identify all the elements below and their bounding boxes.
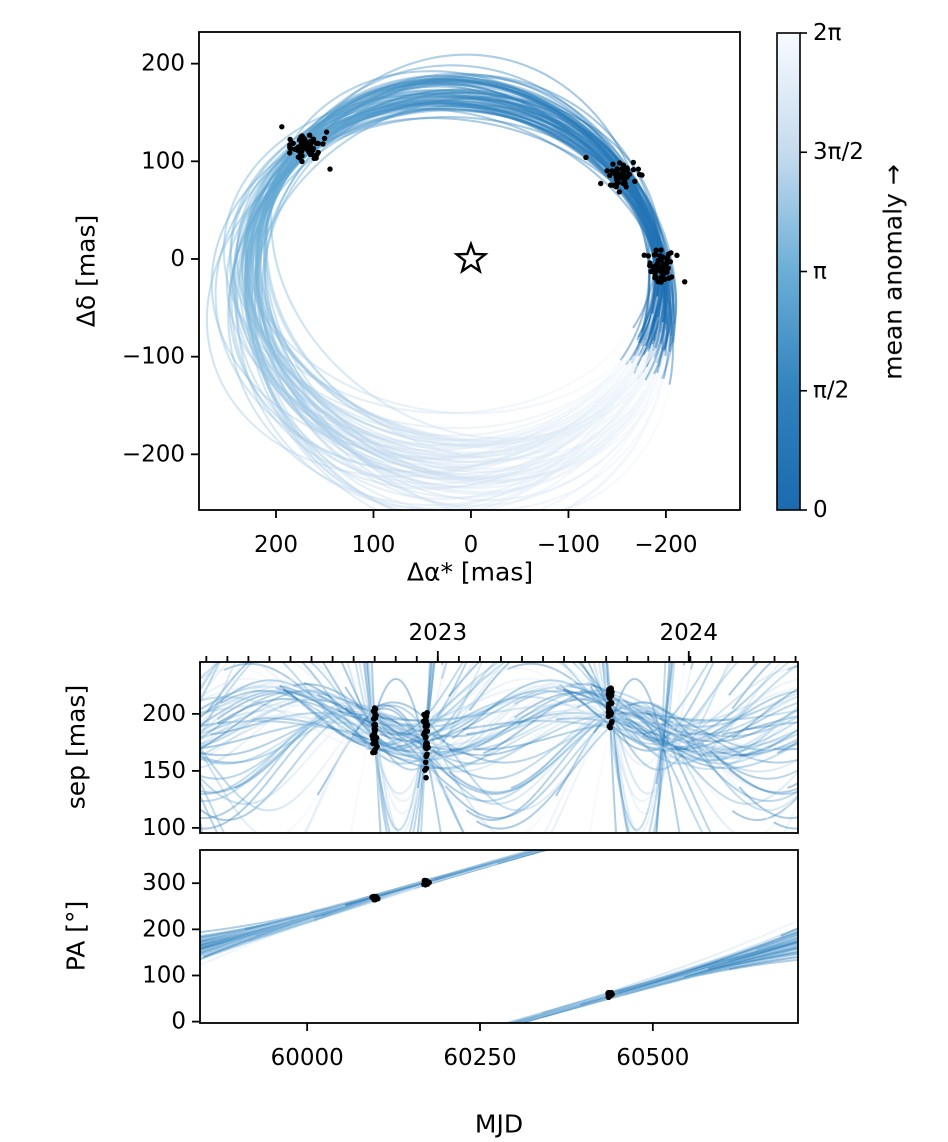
colorbar-label: mean anomaly → — [878, 164, 908, 380]
sep-y-axis-label: sep [mas] — [61, 684, 91, 810]
orbit-y-axis-label: Δδ [mas] — [71, 214, 101, 328]
mjd-x-axis-label: MJD — [474, 1109, 524, 1139]
pa-y-axis-label: PA [°] — [61, 900, 91, 972]
orbit-x-axis-label: Δα* [mas] — [406, 557, 534, 587]
